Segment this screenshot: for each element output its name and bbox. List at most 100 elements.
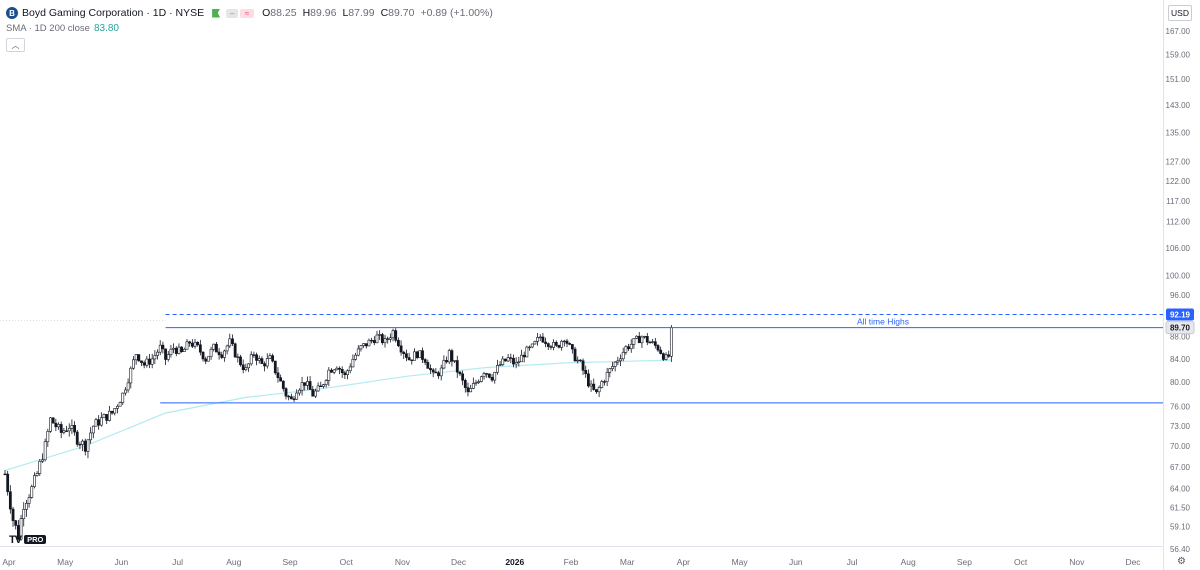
candle-body xyxy=(621,351,625,360)
currency-button[interactable]: USD xyxy=(1168,5,1192,21)
candle-body xyxy=(212,343,216,350)
candle-body xyxy=(295,392,299,400)
candle-body xyxy=(65,430,68,432)
candle-body xyxy=(463,379,467,388)
candle-body xyxy=(340,369,344,374)
candle-body xyxy=(410,359,414,361)
time-tick-label: Jul xyxy=(847,557,858,567)
minus-icon[interactable]: – xyxy=(226,8,239,18)
price-tick-label: 167.00 xyxy=(1166,27,1191,36)
sma-label: SMA · 1D 200 close xyxy=(6,23,90,34)
candle-body xyxy=(148,358,151,365)
candle-body xyxy=(73,425,76,433)
wave-icon[interactable]: ≈ xyxy=(240,8,255,18)
candle-body xyxy=(8,491,12,510)
candle-body xyxy=(137,354,141,362)
time-tick-label: Dec xyxy=(451,557,467,567)
time-tick-label: Jul xyxy=(172,557,183,567)
candle-body xyxy=(407,357,411,361)
candle-body xyxy=(474,382,478,384)
candle-body xyxy=(287,395,291,398)
candle-body xyxy=(528,346,531,349)
candle-body xyxy=(653,341,657,346)
candle-body xyxy=(496,365,499,373)
candle-body xyxy=(498,364,502,366)
flag-icon[interactable] xyxy=(212,8,221,18)
candle-body xyxy=(549,346,553,348)
candle-body xyxy=(595,389,598,393)
candle-body xyxy=(177,346,181,354)
candle-body xyxy=(453,360,457,362)
price-tick-label: 117.00 xyxy=(1166,197,1190,206)
candle-body xyxy=(632,338,636,345)
sma-value: 83.80 xyxy=(93,23,119,34)
candle-body xyxy=(89,432,93,441)
candle-body xyxy=(461,373,465,381)
candle-body xyxy=(263,363,266,367)
candle-body xyxy=(265,358,269,367)
candle-body xyxy=(421,350,424,360)
candle-body xyxy=(487,373,491,378)
candle-body xyxy=(426,362,430,369)
candle-body xyxy=(124,389,127,394)
candle-body xyxy=(215,343,218,353)
candle-body xyxy=(613,361,617,367)
time-tick-label: Nov xyxy=(1069,557,1085,567)
candle-body xyxy=(252,354,256,356)
candle-body xyxy=(132,359,135,369)
candle-body xyxy=(413,351,416,361)
candle-body xyxy=(485,373,489,375)
time-tick-label: 2026 xyxy=(505,557,524,567)
candle-body xyxy=(292,398,296,400)
candle-body xyxy=(70,425,74,429)
price-tick-label: 151.00 xyxy=(1166,75,1191,84)
collapse-legend-button[interactable]: ︿ xyxy=(6,38,25,52)
price-badge xyxy=(1165,321,1195,335)
candle-body xyxy=(94,419,98,427)
candle-body xyxy=(91,425,95,434)
candle-body xyxy=(509,357,513,359)
candle-body xyxy=(482,373,486,378)
candle-body xyxy=(110,410,114,414)
candle-body xyxy=(201,351,205,360)
candle-body xyxy=(506,357,510,362)
candle-body xyxy=(6,473,10,493)
candle-body xyxy=(300,382,304,391)
time-tick-label: Mar xyxy=(620,557,635,567)
symbol-title[interactable]: Boyd Gaming Corporation · 1D · NYSE xyxy=(22,7,205,19)
time-tick-label: Oct xyxy=(340,557,354,567)
candle-body xyxy=(289,396,293,400)
candle-body xyxy=(471,383,475,389)
candle-body xyxy=(656,345,660,351)
candle-body xyxy=(198,344,202,353)
settings-gear-icon[interactable]: ⚙ xyxy=(1177,556,1186,567)
candle-body xyxy=(570,344,574,350)
time-tick-label: May xyxy=(732,557,749,567)
candle-body xyxy=(600,381,604,388)
candle-body xyxy=(616,360,620,363)
pro-badge: PRO xyxy=(24,535,47,544)
candle-body xyxy=(627,346,630,350)
candle-body xyxy=(204,358,208,362)
candle-body xyxy=(145,358,149,366)
time-tick-label: Jun xyxy=(115,557,129,567)
candle-body xyxy=(405,353,408,358)
candle-body xyxy=(260,358,264,364)
candle-body xyxy=(166,354,170,360)
candle-body xyxy=(303,382,307,386)
tv-logo-icon: TV xyxy=(9,533,22,546)
time-tick-label: Sep xyxy=(957,557,972,567)
candle-body xyxy=(669,327,673,357)
time-tick-label: Dec xyxy=(1125,557,1141,567)
candle-body xyxy=(330,369,333,373)
candle-body xyxy=(75,431,79,445)
candle-body xyxy=(231,338,234,345)
price-tick-label: 106.00 xyxy=(1166,244,1191,253)
candle-body xyxy=(247,363,250,369)
candle-body xyxy=(517,361,521,363)
candle-body xyxy=(608,368,612,373)
sma-legend[interactable]: SMA · 1D 200 close 83.80 xyxy=(6,23,119,34)
time-tick-label: Aug xyxy=(226,557,241,567)
candle-body xyxy=(185,341,189,350)
